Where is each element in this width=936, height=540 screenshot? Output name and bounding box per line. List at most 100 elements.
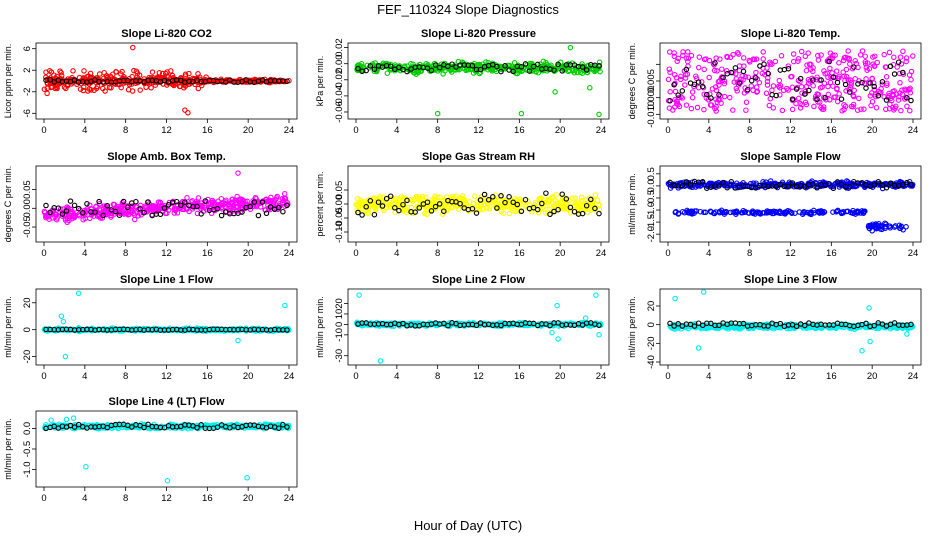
hourly-point [412,209,418,215]
hourly-point [178,202,184,209]
hourly-point [355,209,361,216]
hourly-point [284,78,290,84]
y-tick-label: 0.00 [22,199,33,218]
hourly-point [695,79,702,85]
y-axis-label: ml/min per min. [627,173,637,235]
data-point [679,208,686,215]
data-point [696,54,703,60]
data-point [841,54,848,61]
data-point [99,215,106,221]
hourly-point [579,64,586,70]
data-point [903,55,910,61]
data-point [121,74,127,80]
data-point [429,197,435,203]
hourly-point [814,185,820,191]
hourly-point [120,198,127,205]
data-point [813,180,819,186]
data-point [701,91,707,98]
data-point [64,215,71,222]
panel-3: Slope Li-820 Temp.0 4 8 12 16 20 24-0.0100.000… [627,28,922,136]
data-point [284,200,291,206]
hourly-point [785,183,792,190]
hourly-point [518,208,525,215]
outlier-point [356,292,362,298]
hourly-point [579,210,586,217]
data-point [824,70,830,76]
data-point [764,82,771,88]
x-tick-label: 20 [243,493,254,504]
data-point [91,87,97,94]
hourly-point [141,209,147,216]
hourly-point [441,208,447,214]
data-point [712,84,719,90]
data-point [129,88,136,94]
data-point [797,78,803,85]
hourly-point [596,322,602,328]
data-point [501,202,507,209]
x-tick-label: 24 [284,125,295,136]
data-point [271,199,277,205]
data-point [171,210,178,216]
y-axis-label: ml/min per min. [3,418,13,480]
hourly-point [469,63,476,69]
data-point [148,84,154,91]
data-point [226,78,232,84]
outlier-point [587,85,593,91]
hourly-point [744,86,751,93]
hourly-point [712,60,718,66]
hourly-point [280,208,286,215]
data-point [76,213,83,219]
x-tick-label: 16 [514,248,525,259]
data-point [770,83,777,89]
x-tick-label: 12 [161,125,172,136]
y-tick-label: 0.00 [334,54,345,73]
data-point [829,324,836,331]
hourly-point [239,209,245,215]
points [41,290,292,360]
outlier-point [672,295,678,302]
data-point [733,211,739,217]
data-point [87,70,94,77]
data-point [672,88,679,95]
data-point [468,62,475,68]
data-point [154,208,160,215]
hourly-point [383,195,390,202]
outlier-point [235,170,241,176]
x-tick-label: 16 [514,125,525,136]
hourly-point [396,64,402,71]
data-point [466,321,472,327]
data-point [371,68,378,75]
data-point [760,56,766,62]
data-point [836,91,842,97]
hourly-point [740,320,747,327]
data-point [707,102,714,108]
data-point [535,69,542,76]
data-point [670,107,676,113]
data-point [96,71,103,77]
hourly-point [563,196,570,202]
data-point [383,199,389,205]
data-point [439,211,446,217]
hourly-point [161,205,168,211]
hourly-point [477,197,484,203]
data-point [779,107,786,114]
data-point [364,62,371,69]
data-point [740,55,747,61]
outlier-point [130,44,136,51]
hourly-point [392,205,398,211]
data-point [789,106,796,113]
hourly-point [753,185,759,191]
data-point [701,66,707,73]
data-point [596,202,602,209]
data-point [111,327,118,334]
hourly-point [883,97,890,103]
data-point [874,222,880,229]
hourly-point [59,211,66,217]
hourly-point [404,197,410,204]
data-point [714,99,721,105]
data-point [566,197,572,203]
data-point [385,194,391,201]
